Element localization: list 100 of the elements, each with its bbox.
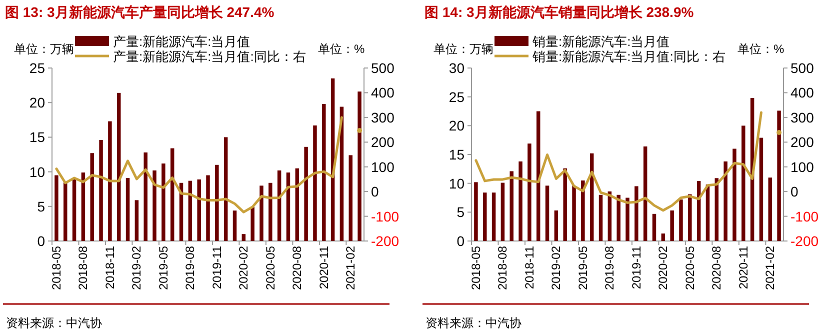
bar bbox=[268, 182, 272, 241]
y2-tick-label: 200 bbox=[790, 134, 814, 150]
bar bbox=[260, 186, 264, 241]
bar bbox=[116, 92, 121, 241]
chart-title: 图 13: 3月新能源汽车产量同比增长 247.4% bbox=[5, 4, 275, 20]
x-tick-label: 2020-05 bbox=[263, 246, 278, 290]
y-axis-title: 单位：万辆 bbox=[14, 42, 74, 56]
bar bbox=[626, 198, 630, 241]
bar bbox=[295, 168, 300, 241]
legend-label: 销量:新能源汽车:当月值:同比：右 bbox=[532, 49, 726, 64]
y2-tick-label: 400 bbox=[790, 84, 814, 101]
x-tick-label: 2019-05 bbox=[156, 246, 170, 290]
x-tick-label: 2019-02 bbox=[130, 246, 144, 290]
bar bbox=[197, 179, 201, 241]
x-tick-label: 2020-11 bbox=[316, 246, 331, 290]
x-tick-label: 2019-05 bbox=[576, 246, 590, 290]
bar bbox=[545, 186, 550, 241]
bar bbox=[768, 178, 772, 241]
y2-tick-label: -200 bbox=[371, 233, 400, 249]
bar bbox=[358, 92, 362, 241]
bar bbox=[144, 152, 148, 241]
bar bbox=[661, 234, 666, 241]
x-tick-label: 2019-11 bbox=[210, 246, 224, 290]
y-tick-label: 0 bbox=[37, 233, 46, 249]
bar bbox=[510, 171, 514, 241]
x-tick-label: 2020-11 bbox=[736, 246, 750, 290]
bar bbox=[483, 192, 487, 241]
y-tick-label: 20 bbox=[448, 118, 465, 134]
y-tick-label: 30 bbox=[448, 60, 465, 76]
bar bbox=[474, 182, 478, 241]
bar bbox=[759, 138, 764, 241]
y2-tick-label: 100 bbox=[371, 158, 395, 175]
text: 资料来源：中汽协 bbox=[6, 316, 102, 330]
x-tick-label: 2020-08 bbox=[290, 246, 304, 290]
bar bbox=[152, 170, 156, 241]
bar bbox=[563, 168, 567, 241]
x-tick-label: 2019-02 bbox=[549, 246, 564, 290]
x-tick-label: 2020-02 bbox=[656, 246, 670, 290]
bar bbox=[322, 104, 326, 241]
y-axis-title: 单位：万辆 bbox=[434, 42, 494, 56]
bar bbox=[313, 125, 317, 241]
bar bbox=[224, 137, 228, 241]
bar bbox=[348, 155, 352, 241]
bar bbox=[777, 110, 781, 241]
y-tick-label: 25 bbox=[448, 88, 465, 105]
y2-tick-label: -100 bbox=[371, 208, 400, 224]
bar bbox=[134, 200, 139, 241]
x-tick-label: 2020-02 bbox=[236, 246, 251, 290]
x-tick-label: 2018-05 bbox=[49, 246, 64, 290]
bar bbox=[634, 186, 638, 241]
bar bbox=[99, 140, 103, 241]
bar bbox=[250, 207, 254, 241]
text: 资料来源：中汽协 bbox=[426, 316, 522, 330]
bar bbox=[598, 194, 603, 241]
bar bbox=[215, 164, 219, 241]
y2-tick-label: -100 bbox=[790, 208, 819, 224]
y2-tick-label: 0 bbox=[371, 184, 379, 200]
x-tick-label: 2019-11 bbox=[629, 246, 644, 290]
y2-tick-label: 300 bbox=[790, 109, 814, 126]
bar bbox=[81, 172, 86, 241]
bar bbox=[232, 210, 237, 241]
y2-axis-title: 单位：% bbox=[318, 42, 365, 56]
x-tick-label: 2018-08 bbox=[76, 246, 90, 290]
bar bbox=[518, 161, 522, 241]
y2-tick-label: 400 bbox=[371, 84, 395, 101]
bar bbox=[688, 194, 692, 241]
bar bbox=[652, 214, 656, 241]
bar bbox=[643, 146, 648, 241]
bar bbox=[64, 182, 68, 241]
y2-tick-label: 500 bbox=[790, 60, 814, 76]
x-tick-label: 2018-11 bbox=[522, 246, 536, 290]
bar bbox=[732, 148, 736, 241]
x-tick-label: 2018-11 bbox=[102, 246, 117, 290]
y-tick-label: 10 bbox=[29, 164, 46, 180]
y-tick-label: 10 bbox=[448, 175, 465, 192]
y-tick-label: 0 bbox=[456, 233, 465, 249]
y2-tick-label: 300 bbox=[371, 109, 395, 126]
bar bbox=[572, 186, 576, 241]
chart-title: 图 14: 3月新能源汽车销量同比增长 238.9% bbox=[424, 4, 694, 20]
bar bbox=[162, 163, 166, 241]
y2-tick-label: 500 bbox=[371, 60, 395, 76]
x-tick-label: 2020-08 bbox=[710, 246, 724, 290]
bar bbox=[581, 180, 585, 241]
y-tick-label: 5 bbox=[37, 198, 46, 214]
bar bbox=[536, 111, 540, 241]
bar bbox=[126, 178, 130, 241]
y2-tick-label: 200 bbox=[371, 134, 395, 150]
bar bbox=[554, 210, 558, 241]
bar bbox=[724, 161, 728, 241]
bar bbox=[72, 178, 76, 241]
bar bbox=[108, 121, 112, 241]
bar bbox=[242, 234, 246, 241]
y2-tick-label: 0 bbox=[790, 184, 798, 200]
legend-label: 产量:新能源汽车:当月值:同比：右 bbox=[113, 49, 306, 64]
y2-tick-label: 100 bbox=[790, 158, 814, 175]
y2-axis-title: 单位：% bbox=[738, 42, 784, 56]
bar bbox=[500, 182, 505, 241]
bar bbox=[206, 175, 210, 241]
legend-label: 销量:新能源汽车:当月值 bbox=[532, 34, 670, 49]
x-tick-label: 2018-08 bbox=[496, 246, 510, 290]
